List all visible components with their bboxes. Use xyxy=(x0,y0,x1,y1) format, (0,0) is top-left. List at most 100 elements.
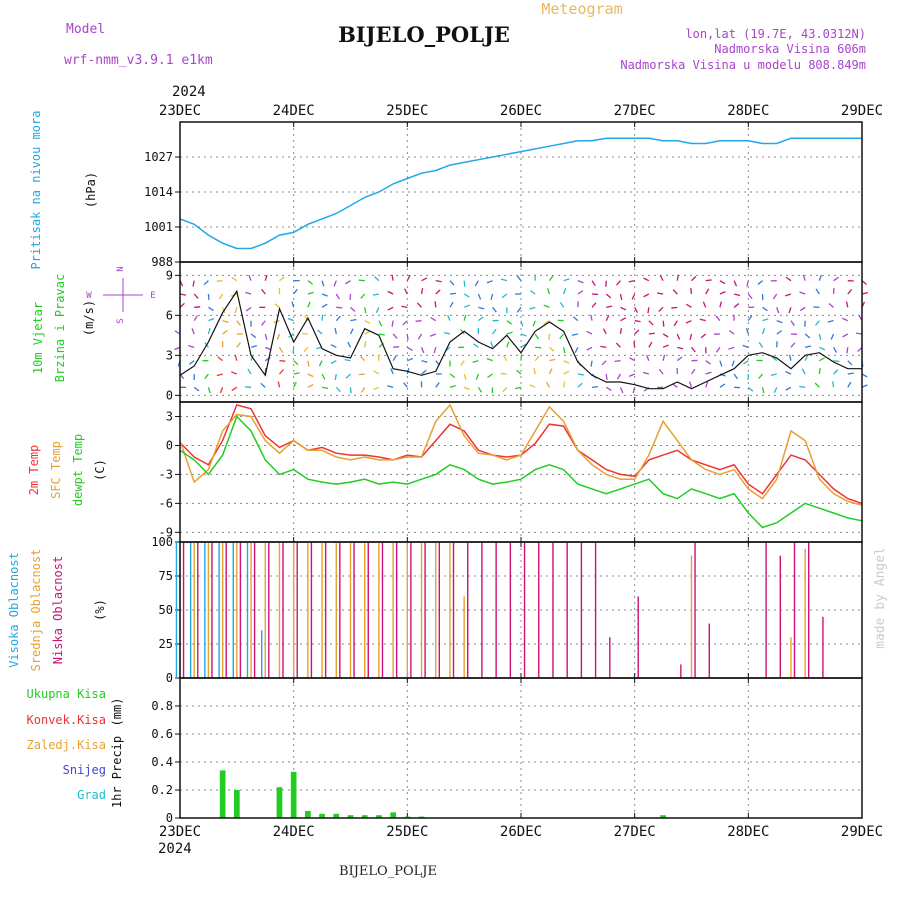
wind-barb xyxy=(500,278,507,282)
y-tick-label: 0.6 xyxy=(151,727,173,741)
wind-barb xyxy=(520,320,524,327)
wind-barb xyxy=(218,293,224,300)
wind-barb xyxy=(534,355,540,362)
wind-barb xyxy=(629,357,635,362)
wind-barb xyxy=(733,303,740,308)
wind-barb xyxy=(192,280,195,287)
precip-legend-conv: Konvek.Kisa xyxy=(27,713,106,727)
wind-barb xyxy=(591,280,596,287)
wind-barb xyxy=(662,354,666,361)
temp-ylabel-2m: 2m Temp xyxy=(27,445,41,496)
wind-barb xyxy=(279,360,286,362)
y-tick-label: 988 xyxy=(151,255,173,269)
wind-barb xyxy=(620,317,627,322)
wind-barb xyxy=(563,370,570,375)
wind-barb xyxy=(529,306,536,310)
wind-barb xyxy=(747,293,753,300)
wind-barb xyxy=(605,386,612,391)
wind-barb xyxy=(387,385,394,388)
wind-barb xyxy=(762,306,768,312)
wind-barb xyxy=(634,329,640,335)
wind-barb xyxy=(563,360,570,364)
wind-barb xyxy=(245,386,252,388)
wind-barb xyxy=(645,354,650,361)
wind-barb xyxy=(605,373,608,381)
precip-bar xyxy=(361,815,368,818)
y-tick-label: 0.8 xyxy=(151,699,173,713)
wind-barb xyxy=(514,386,522,390)
wind-barb xyxy=(303,346,309,353)
wind-barb xyxy=(459,328,465,335)
wind-barb xyxy=(702,301,707,308)
wind-barb xyxy=(193,293,199,299)
wind-barb xyxy=(307,301,311,308)
wind-barb xyxy=(333,280,337,287)
wind-barb xyxy=(194,306,201,308)
wind-barb xyxy=(360,293,366,299)
x-tick-label-top: 26DEC xyxy=(500,103,542,119)
wind-barb xyxy=(861,280,868,286)
precip-legend-snow: Snijeg xyxy=(63,763,106,777)
wind-barb xyxy=(321,386,329,390)
wind-barb xyxy=(506,341,510,348)
wind-barb xyxy=(546,381,550,388)
wind-barb xyxy=(662,333,669,338)
wind-barb xyxy=(475,373,479,380)
wind-barb xyxy=(676,274,679,281)
precip-legend-total: Ukupna Kisa xyxy=(27,687,106,701)
wind-barb xyxy=(435,382,440,388)
panel-frame xyxy=(179,677,863,819)
wind-barb xyxy=(449,292,456,295)
wind-barb xyxy=(478,306,485,310)
wind-barb xyxy=(501,293,508,299)
wind-barb xyxy=(433,347,437,354)
wind-barb xyxy=(307,280,314,285)
wind-barb xyxy=(574,347,579,354)
wind-barb xyxy=(293,372,300,375)
x-tick-label-bottom: 24DEC xyxy=(273,824,315,840)
wind-barb xyxy=(833,369,839,375)
precip-bar xyxy=(219,770,226,818)
wind-barb xyxy=(443,331,451,335)
wind-barb xyxy=(747,315,753,322)
wind-barb xyxy=(590,314,593,321)
wind-barb xyxy=(855,332,863,335)
wind-barb xyxy=(728,346,735,350)
wind-barb xyxy=(845,301,849,308)
y-tick-label: 3 xyxy=(166,409,173,423)
wind-barb xyxy=(690,346,696,353)
wind-barb xyxy=(208,306,214,312)
wind-barb xyxy=(248,274,252,281)
wind-barb xyxy=(676,333,681,340)
wind-barb xyxy=(533,367,536,375)
wind-barb xyxy=(373,386,380,391)
wind-barb xyxy=(842,333,849,338)
wind-barb xyxy=(801,368,806,375)
wind-barb xyxy=(207,387,211,394)
wind-barb xyxy=(746,280,749,287)
wind-barb xyxy=(762,318,769,322)
wind-barb xyxy=(691,276,697,282)
wind-barb xyxy=(814,382,820,388)
year-bottom: 2024 xyxy=(158,841,192,857)
wind-barb xyxy=(648,341,653,348)
y-tick-label: 6 xyxy=(166,308,173,322)
wind-barb xyxy=(490,341,494,348)
wind-barb xyxy=(761,328,766,335)
wind-barb xyxy=(330,344,337,348)
wind-barb xyxy=(643,293,650,298)
wind-barb xyxy=(502,355,508,362)
wind-barb xyxy=(804,333,811,339)
wind-barb xyxy=(492,328,497,335)
wind-barb xyxy=(647,307,650,314)
temp-sfc-line xyxy=(179,403,863,507)
wind-barb xyxy=(543,304,550,308)
wind-barb xyxy=(705,381,709,388)
precip-bar xyxy=(305,811,311,818)
wind-barb xyxy=(174,330,181,335)
y-tick-label: 75 xyxy=(159,569,173,583)
wind-barb xyxy=(321,373,326,380)
wind-barb xyxy=(847,288,853,295)
wind-barb xyxy=(387,290,394,295)
wind-barb xyxy=(463,293,470,298)
